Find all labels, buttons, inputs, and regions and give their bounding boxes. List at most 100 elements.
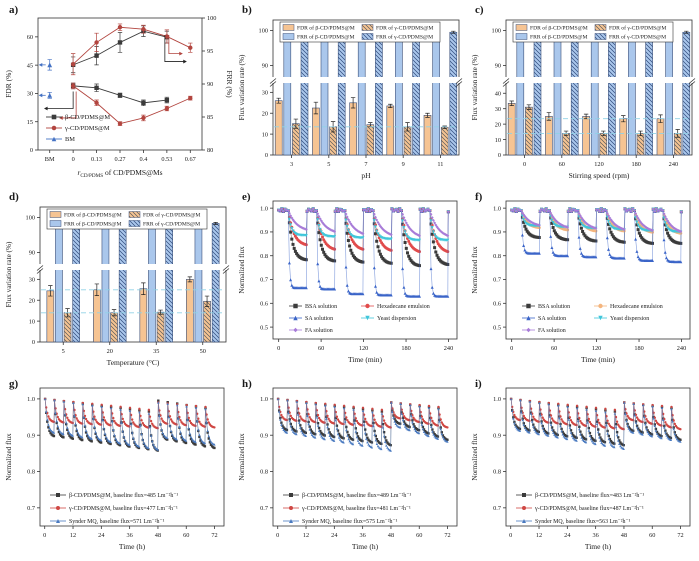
panel-letter: a) xyxy=(9,4,19,16)
legend-label: β-CD/PDMS@M, baseline flux=485 Lm⁻²h⁻¹ xyxy=(69,492,178,499)
y-tick: 20 xyxy=(495,121,501,128)
panel-b: 0 10 20 30 90 100 3 5 7 9 11 pH Flux variation rate … xyxy=(233,0,466,187)
bar-series-FRR of γ-CD/PDMS@M xyxy=(533,29,691,156)
legend-label: FA solution xyxy=(538,328,566,334)
y-right-tick: 90 xyxy=(207,81,213,88)
series-Synder MQ, baseline flux=563 Lm⁻²h⁻¹ xyxy=(509,397,682,450)
legend-label: FRR of β-CD/PDMS@M xyxy=(297,34,354,41)
bar-series-FDR of β-CD/PDMS@M xyxy=(46,276,194,343)
panel-e: 0.5 0.6 0.7 0.8 0.9 1.0 0 60 120 180 240 Time (min)… xyxy=(233,187,466,374)
legend-label: BM xyxy=(65,136,75,143)
x-tick: 5 xyxy=(327,161,330,168)
panel-i: 0.7 0.8 0.9 1.0 0 12 24 36 48 60 72 Time (h) Normali… xyxy=(466,374,699,561)
y-axis-label-right: FRR (%) xyxy=(225,70,233,98)
x-tick: 7 xyxy=(364,161,367,168)
panel-letter: c) xyxy=(475,4,484,16)
x-tick: 120 xyxy=(594,161,603,168)
panel-e-chart: 0.5 0.6 0.7 0.8 0.9 1.0 0 60 120 180 240 Time (min)… xyxy=(238,191,458,364)
panel-d: 0 10 20 30 90 100 5 20 35 50 Temperature (°C) Flux … xyxy=(0,187,233,374)
legend-label: FRR of β-CD/PDMS@M xyxy=(64,221,121,228)
legend-label: BSA solution xyxy=(538,304,570,310)
y-tick: 90 xyxy=(262,63,268,70)
y-axis-label: Normalized flux xyxy=(238,246,246,294)
panel-f-chart: 0.5 0.6 0.7 0.8 0.9 1.0 0 60 120 180 240 Time (min)… xyxy=(471,191,691,364)
y-left-tick: 60 xyxy=(27,34,33,41)
x-tick: 60 xyxy=(551,345,557,352)
x-tick: 0 xyxy=(43,532,46,539)
bar-series-FRR of γ-CD/PDMS@M xyxy=(300,30,458,156)
x-axis-label: pH xyxy=(361,171,371,180)
y-tick: 0.7 xyxy=(260,277,268,284)
y-left-tick: 30 xyxy=(27,91,33,98)
legend-label: γ-CD/PDMS@M, baseline flux=487 Lm⁻²h⁻¹ xyxy=(534,505,644,512)
y-tick: 0.7 xyxy=(27,505,35,512)
legend-label: Yeast dispersion xyxy=(377,316,416,322)
y-tick: 20 xyxy=(29,297,35,304)
y-tick: 0.9 xyxy=(493,229,501,236)
legend: β-CD/PDMS@M, baseline flux=489 Lm⁻²h⁻¹ γ-… xyxy=(283,492,411,525)
y-tick: 0.8 xyxy=(27,469,35,476)
legend: BSA solution SA solution FA solution Hexade… xyxy=(522,303,663,334)
y-tick: 0.8 xyxy=(260,253,268,260)
panel-letter: d) xyxy=(9,191,19,203)
x-axis-label: Time (h) xyxy=(119,542,146,551)
legend: BSA solution SA solution FA solution Hexade… xyxy=(289,303,430,334)
legend-label: FRR of γ-CD/PDMS@M xyxy=(143,221,200,228)
legend: FDR of β-CD/PDMS@M FRR of β-CD/PDMS@M FDR … xyxy=(46,208,208,230)
y-tick: 0.7 xyxy=(260,505,268,512)
y-tick: 0.5 xyxy=(493,324,501,331)
x-tick: 36 xyxy=(359,532,365,539)
x-tick: 36 xyxy=(592,532,598,539)
legend-label: BSA solution xyxy=(305,304,337,310)
y-tick: 1.0 xyxy=(493,205,501,212)
y-tick: 0 xyxy=(265,152,268,159)
legend-label: γ-CD/PDMS@M, baseline flux=481 Lm⁻²h⁻¹ xyxy=(301,505,411,512)
legend-label: SA solution xyxy=(538,316,566,322)
x-tick: 0 xyxy=(509,532,512,539)
y-left-tick: 0 xyxy=(30,147,33,154)
legend-label: Synder MQ, baseline flux=571 Lm⁻²h⁻¹ xyxy=(69,518,165,525)
y-tick: 0 xyxy=(32,339,35,346)
x-tick: BM xyxy=(45,156,55,163)
x-tick: 240 xyxy=(444,345,453,352)
y-tick: 0.9 xyxy=(260,432,268,439)
legend-label: FDR of β-CD/PDMS@M xyxy=(64,212,122,219)
panel-a: 0 15 30 45 60 80 85 90 95 100 BM 0 0.13 0.27 0.4 0.53 0.… xyxy=(0,0,233,187)
y-tick: 30 xyxy=(262,90,268,97)
x-tick: 20 xyxy=(107,348,113,355)
legend-label: FA solution xyxy=(305,328,333,334)
x-axis-label: Time (h) xyxy=(352,542,379,551)
y-tick: 0 xyxy=(498,152,501,159)
x-tick: 180 xyxy=(634,345,643,352)
series-γ-CD/PDMS@M xyxy=(70,23,193,126)
legend-label: FDR of β-CD/PDMS@M xyxy=(530,25,588,32)
legend-label: β-CD/PDMS@M, baseline flux=483 Lm⁻²h⁻¹ xyxy=(535,492,644,499)
panel-c: 0 10 20 30 40 90 100 0 60 120 180 240 Stirring speed… xyxy=(466,0,699,187)
y-tick: 100 xyxy=(259,28,268,35)
y-axis-label: Flux variation rate (%) xyxy=(5,241,13,307)
panel-b-chart: 0 10 20 30 90 100 3 5 7 9 11 pH Flux variation rate … xyxy=(238,4,463,180)
y-tick: 30 xyxy=(495,106,501,113)
y-tick: 0.6 xyxy=(493,301,501,308)
x-tick: 0.4 xyxy=(139,156,148,163)
x-tick: 0.53 xyxy=(161,156,172,163)
panel-d-chart: 0 10 20 30 90 100 5 20 35 50 Temperature (°C) Flux … xyxy=(5,191,230,367)
y-axis-label: Normalized flux xyxy=(471,433,479,481)
x-tick: 0.67 xyxy=(185,156,196,163)
x-tick: 24 xyxy=(331,532,338,539)
y-right-tick: 85 xyxy=(207,114,213,121)
y-tick: 0.8 xyxy=(493,469,501,476)
legend: β-CD/PDMS@M γ-CD/PDMS@M BM xyxy=(46,114,110,143)
y-tick: 0.9 xyxy=(493,432,501,439)
x-tick: 48 xyxy=(388,532,394,539)
x-tick: 5 xyxy=(62,348,65,355)
y-left-tick: 45 xyxy=(27,62,33,69)
y-tick: 100 xyxy=(492,28,501,35)
y-tick: 0.5 xyxy=(260,324,268,331)
x-tick: 0.13 xyxy=(91,156,102,163)
x-tick: 60 xyxy=(649,532,655,539)
y-axis-label-left: FDR (%) xyxy=(4,70,13,98)
x-tick: 0.27 xyxy=(114,156,125,163)
x-tick: 60 xyxy=(183,532,189,539)
